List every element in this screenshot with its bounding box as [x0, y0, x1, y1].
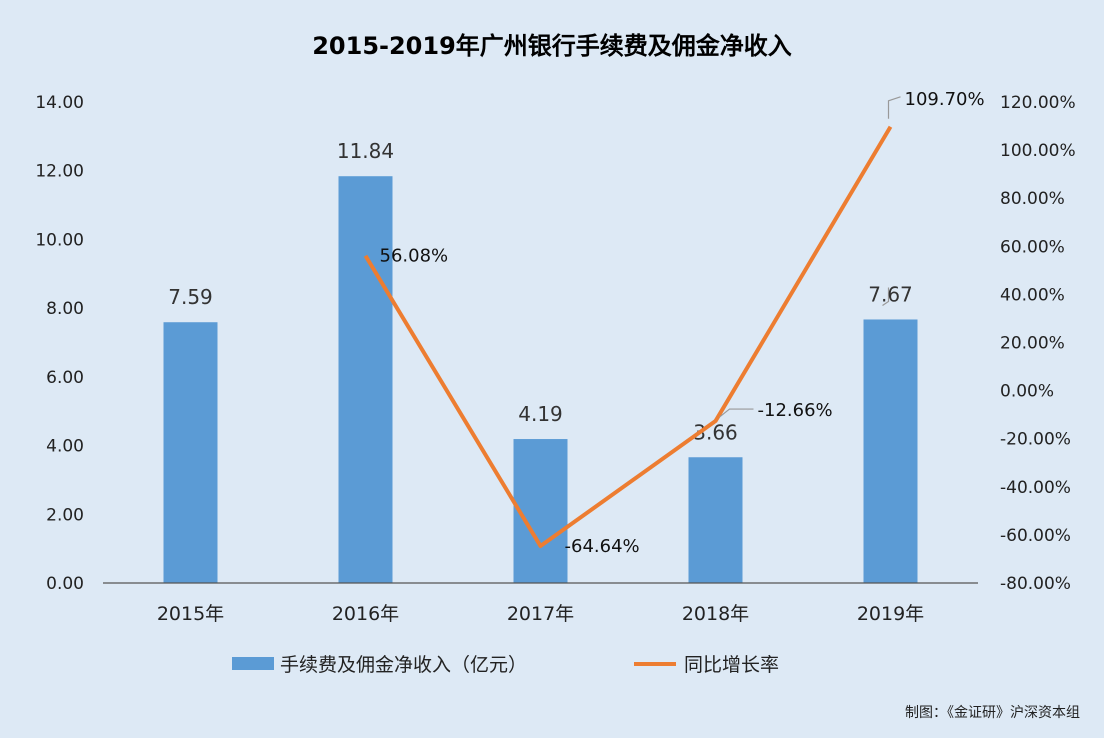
growth-rate-line	[363, 125, 893, 549]
chart-title: 2015-2019年广州银行手续费及佣金净收入	[312, 32, 792, 60]
legend-label-bar: 手续费及佣金净收入（亿元）	[280, 654, 527, 676]
y-left-tick-label: 10.00	[35, 230, 84, 250]
bar	[338, 176, 393, 583]
line-data-label: -64.64%	[565, 536, 640, 557]
x-tick-label: 2017年	[507, 603, 574, 625]
x-tick-label: 2015年	[157, 603, 224, 625]
y-left-tick-label: 8.00	[46, 299, 84, 319]
y-right-tick-label: -40.00%	[1000, 478, 1071, 498]
legend-label-line: 同比增长率	[684, 654, 779, 676]
y-left-tick-label: 12.00	[35, 162, 84, 182]
bar-label: 7.67	[868, 282, 913, 306]
y-right-tick-label: -20.00%	[1000, 430, 1071, 450]
bar-label-leader	[882, 287, 890, 306]
y-left-tick-label: 0.00	[46, 574, 84, 594]
bar-label: 4.19	[518, 402, 563, 426]
y-left-tick-label: 6.00	[46, 368, 84, 388]
bar	[688, 457, 743, 583]
bar-label: 11.84	[337, 139, 394, 163]
y-right-tick-label: -60.00%	[1000, 526, 1071, 546]
bar-label: 7.59	[168, 285, 213, 309]
bar	[163, 322, 218, 583]
x-tick-label: 2018年	[682, 603, 749, 625]
y-right-tick-label: -80.00%	[1000, 574, 1071, 594]
line-series: 56.08% -64.64% -12.66% 109.70%	[363, 89, 985, 557]
x-tick-label: 2016年	[332, 603, 399, 625]
line-data-label: -12.66%	[758, 400, 833, 421]
bar	[863, 319, 918, 583]
left-axis: 0.00 2.00 4.00 6.00 8.00 10.00 12.00 14.00	[35, 93, 84, 594]
y-left-tick-label: 4.00	[46, 437, 84, 457]
y-right-tick-label: 100.00%	[1000, 141, 1076, 161]
line-label-leader	[719, 408, 754, 418]
y-left-tick-label: 2.00	[46, 505, 84, 525]
y-right-tick-label: 0.00%	[1000, 382, 1054, 402]
line-data-label: 56.08%	[380, 246, 449, 267]
y-right-tick-label: 120.00%	[1000, 93, 1076, 113]
line-data-label: 109.70%	[905, 89, 985, 110]
y-left-tick-label: 14.00	[35, 93, 84, 113]
credit-text: 制图：《金证研》沪深资本组	[905, 705, 1080, 721]
line-label-leader	[887, 96, 901, 119]
y-right-tick-label: 20.00%	[1000, 334, 1065, 354]
x-tick-label: 2019年	[857, 603, 924, 625]
bar	[513, 439, 568, 583]
y-right-tick-label: 80.00%	[1000, 189, 1065, 209]
x-axis: 2015年 2016年 2017年 2018年 2019年	[157, 603, 924, 625]
legend: 手续费及佣金净收入（亿元） 同比增长率	[232, 654, 779, 676]
right-axis: -80.00% -60.00% -40.00% -20.00% 0.00% 20.00% 4…	[1000, 93, 1076, 594]
y-right-tick-label: 40.00%	[1000, 285, 1065, 305]
legend-swatch-bar	[232, 657, 274, 670]
y-right-tick-label: 60.00%	[1000, 237, 1065, 257]
